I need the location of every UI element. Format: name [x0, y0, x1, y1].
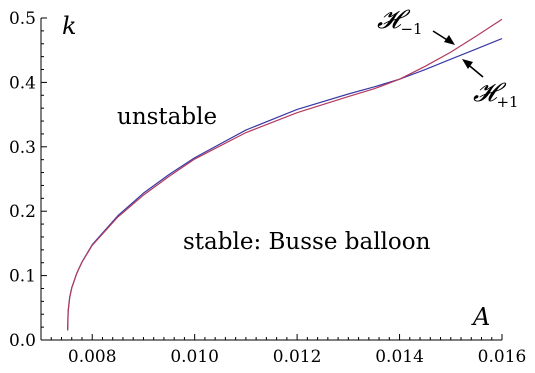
y-tick-label: 0.1 [9, 267, 36, 287]
arrowhead-h-plus-1 [462, 59, 473, 69]
y-axis-ticks: 0.0 0.1 0.2 0.3 0.4 0.5 [9, 9, 47, 351]
x-tick-label: 0.016 [478, 347, 527, 367]
x-tick-label: 0.014 [375, 347, 424, 367]
svg-text:𝓗+1: 𝓗+1 [473, 78, 519, 111]
axes-frame [40, 18, 502, 341]
y-tick-label: 0.2 [9, 202, 36, 222]
curve-label-h-minus-1: 𝓗−1 [377, 5, 455, 45]
curves [67, 18, 503, 331]
x-axis-ticks: 0.008 0.010 0.012 0.014 0.016 [40, 334, 527, 367]
x-tick-label: 0.008 [68, 347, 117, 367]
y-tick-label: 0.4 [9, 73, 36, 93]
stable-region-label: stable: Busse balloon [183, 229, 431, 255]
y-axis-label: k [62, 12, 77, 40]
curve-h-plus-1 [67, 38, 503, 331]
y-tick-label: 0.3 [9, 138, 36, 158]
arrowhead-h-minus-1 [444, 35, 455, 45]
x-tick-label: 0.010 [170, 347, 219, 367]
curve-label-subscript: −1 [400, 20, 422, 38]
unstable-region-label: unstable [117, 104, 217, 130]
x-tick-label: 0.012 [273, 347, 322, 367]
curve-h-minus-1 [67, 18, 503, 331]
y-tick-label: 0.5 [9, 9, 36, 29]
curve-label-h-plus-1: 𝓗+1 [462, 59, 519, 111]
x-axis-label: A [471, 303, 490, 331]
curve-label-subscript: +1 [496, 93, 518, 111]
y-tick-label: 0.0 [9, 331, 36, 351]
svg-text:𝓗−1: 𝓗−1 [377, 5, 423, 38]
